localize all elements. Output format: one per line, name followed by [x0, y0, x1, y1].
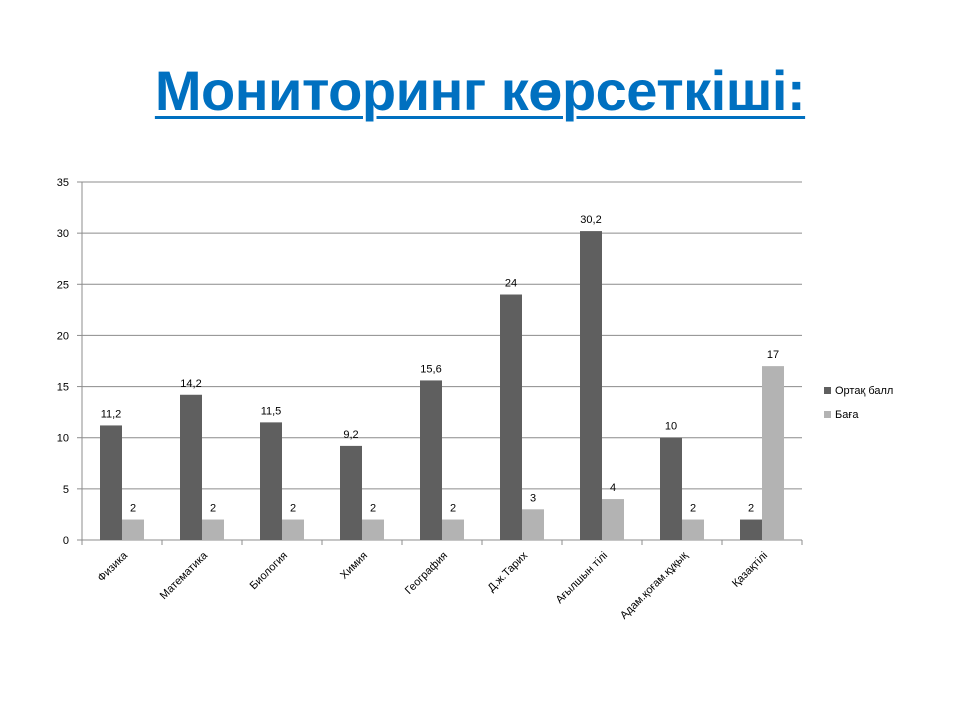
data-label: 17 — [767, 349, 779, 361]
y-tick-label: 30 — [57, 228, 69, 240]
data-label: 11,5 — [261, 405, 282, 417]
slide-title: Мониторинг көрсеткіші: — [154, 59, 806, 122]
bar — [260, 422, 282, 540]
data-label: 14,2 — [180, 378, 201, 390]
data-label: 10 — [665, 421, 677, 433]
legend-entry: Баға — [835, 409, 859, 421]
bar — [420, 380, 442, 540]
y-tick-label: 15 — [57, 382, 69, 394]
x-tick-label: Ағылшын тілі — [554, 550, 610, 606]
legend-entry: Ортақ балл — [835, 385, 893, 397]
data-label: 15,6 — [420, 363, 441, 375]
bar — [602, 499, 624, 540]
y-tick-label: 0 — [63, 535, 69, 547]
bar — [682, 519, 704, 540]
bar — [340, 445, 362, 540]
x-tick-label: Физика — [96, 549, 131, 584]
x-tick-label: Адам.қоғам.құқық — [618, 550, 690, 622]
data-label: 2 — [450, 503, 456, 515]
y-tick-label: 20 — [57, 330, 69, 342]
bar — [282, 519, 304, 540]
data-label: 11,2 — [101, 408, 122, 420]
data-label: 2 — [370, 503, 376, 515]
bar — [362, 519, 384, 540]
bar — [580, 231, 602, 540]
legend-swatch — [824, 411, 831, 418]
data-label: 2 — [210, 503, 216, 515]
y-tick-label: 10 — [57, 433, 69, 445]
x-tick-label: Математика — [158, 549, 211, 602]
x-tick-label: Химия — [338, 550, 370, 582]
bar — [100, 425, 122, 540]
legend-swatch — [824, 387, 831, 394]
data-label: 24 — [505, 278, 517, 290]
bar — [762, 366, 784, 540]
bar — [522, 509, 544, 540]
x-tick-label: Биология — [248, 550, 290, 592]
bar — [660, 437, 682, 540]
data-label: 2 — [290, 503, 296, 515]
bar — [180, 394, 202, 540]
x-tick-label: География — [403, 550, 450, 597]
bar — [740, 519, 762, 540]
bar — [442, 519, 464, 540]
y-tick-label: 5 — [63, 484, 69, 496]
y-tick-label: 25 — [57, 279, 69, 291]
data-label: 2 — [748, 503, 754, 515]
bar — [202, 519, 224, 540]
x-tick-label: Қазақтілі — [730, 550, 770, 590]
y-tick-label: 35 — [57, 177, 69, 189]
data-label: 2 — [690, 503, 696, 515]
data-label: 2 — [130, 503, 136, 515]
bar — [500, 294, 522, 540]
x-tick-label: Д.ж.Тарих — [486, 549, 531, 594]
data-label: 30,2 — [580, 214, 601, 226]
data-label: 3 — [530, 492, 536, 504]
bar — [122, 519, 144, 540]
data-label: 9,2 — [343, 429, 358, 441]
data-label: 4 — [610, 482, 616, 494]
